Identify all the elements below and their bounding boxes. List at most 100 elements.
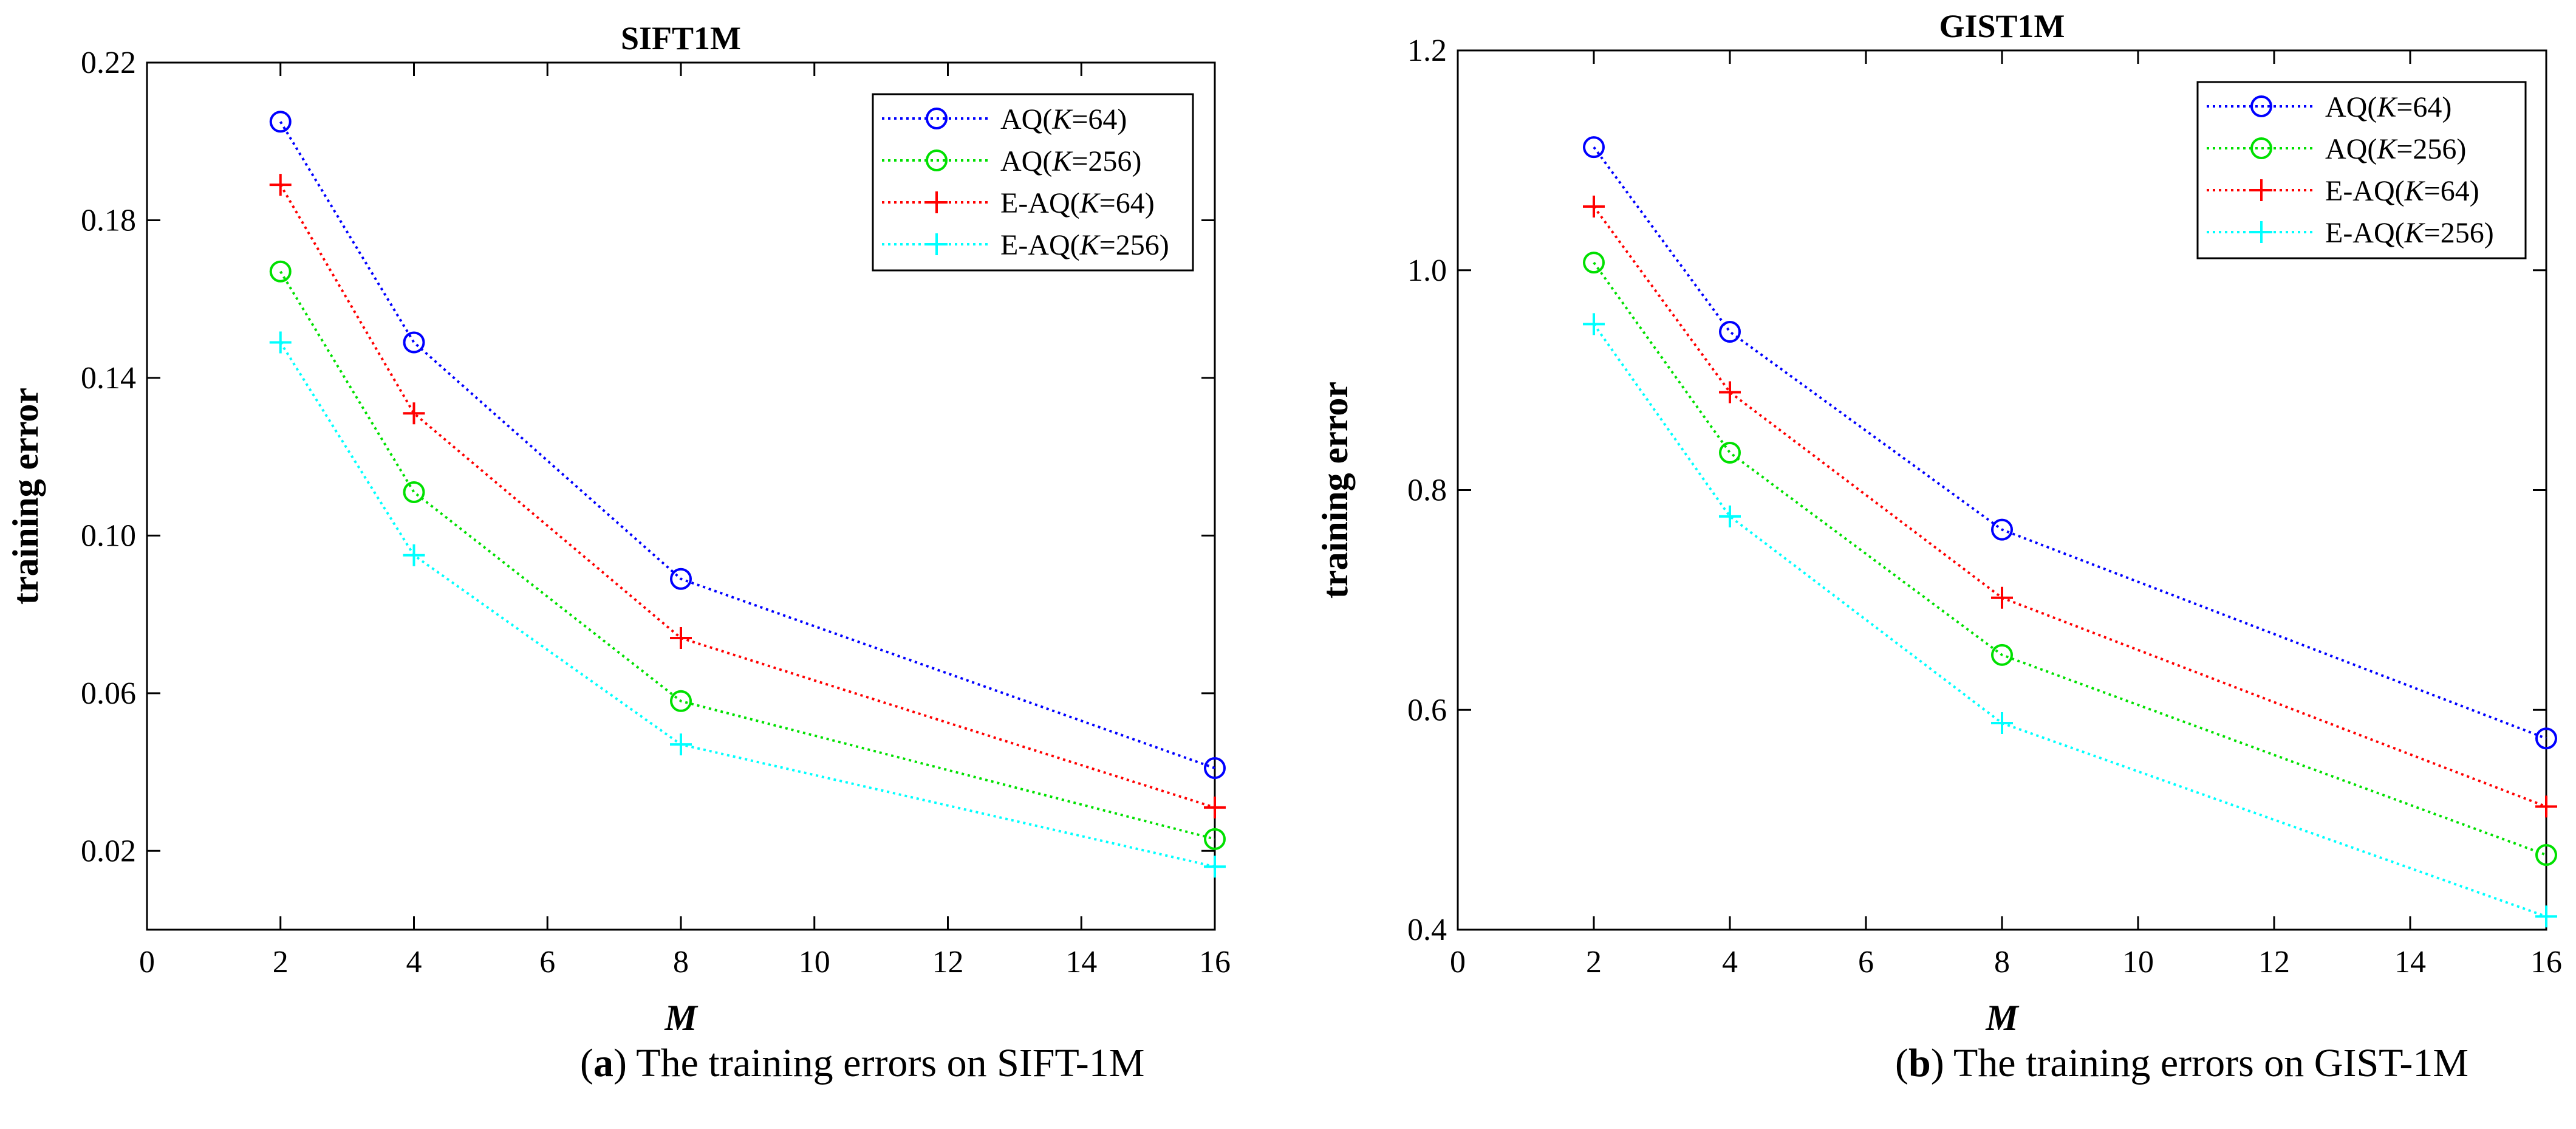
y-axis-label: training error [5, 388, 46, 605]
data-point [403, 544, 425, 566]
chart-gist1m: 0 2 4 6 8 10 12 14 16 0.4 0.6 0.8 1.0 1.2 GIST1M Mtrain… [1315, 8, 2562, 1038]
legend-label: E-AQ(K=256) [2325, 217, 2494, 249]
data-point [1719, 442, 1741, 464]
caption-a-letter: a [593, 1041, 613, 1085]
data-point [269, 260, 292, 283]
series-AQ(K=64) [1583, 136, 2557, 750]
legend-item: AQ(K=256) [2207, 133, 2466, 165]
series-line [279, 341, 1215, 868]
series-line [279, 270, 1215, 840]
data-point [1583, 195, 1605, 218]
caption-b-body: The training errors on GIST-1M [1944, 1041, 2469, 1085]
data-point [1583, 252, 1605, 274]
legend-label: E-AQ(K=64) [1000, 187, 1155, 219]
legend-marker [926, 191, 948, 213]
series-E-AQ(K=256) [1583, 313, 2557, 928]
legend-label: AQ(K=256) [1000, 145, 1141, 177]
caption-b: (b) The training errors on GIST-1M [1895, 1041, 2469, 1085]
x-tick-label: 4 [406, 945, 422, 980]
legend-box [872, 93, 1194, 272]
data-point [2535, 727, 2557, 750]
y-tick-label: 0.8 [1407, 473, 1447, 508]
caption-b-letter: b [1908, 1041, 1931, 1085]
x-tick-label: 0 [139, 945, 155, 980]
y-tick-label: 0.02 [81, 834, 136, 868]
x-tick-label: 6 [539, 945, 555, 980]
data-point [403, 331, 425, 354]
y-tick-label: 0.14 [81, 361, 136, 396]
legend-item: E-AQ(K=64) [882, 187, 1155, 219]
data-point [1204, 856, 1226, 878]
data-point [1204, 828, 1226, 850]
x-tick-label: 14 [1065, 945, 1097, 980]
x-tick-label: 8 [1994, 945, 2010, 980]
y-tick-label: 0.10 [81, 518, 136, 553]
x-axis-label: M [1985, 998, 2020, 1038]
legend-marker [2250, 95, 2272, 117]
data-point [1719, 381, 1741, 403]
chart-title: GIST1M [1939, 8, 2065, 44]
data-point [1204, 796, 1226, 818]
series-E-AQ(K=64) [1583, 195, 2557, 818]
chart-title: SIFT1M [621, 20, 741, 57]
x-tick-label: 2 [1586, 945, 1602, 980]
x-tick-label: 12 [932, 945, 964, 980]
series-AQ(K=64) [269, 111, 1226, 780]
legend-label: AQ(K=64) [1000, 103, 1127, 136]
legend: AQ(K=64) AQ(K=256) E-AQ(K=64) E-AQ(K=256) [872, 93, 1194, 272]
legend-item: AQ(K=256) [882, 145, 1141, 177]
x-tick-label: 0 [1450, 945, 1466, 980]
x-tick-label: 2 [273, 945, 289, 980]
y-tick-label: 0.18 [81, 203, 136, 238]
series-line [279, 184, 1215, 809]
data-point [1991, 586, 2013, 609]
y-tick-label: 0.4 [1407, 913, 1447, 947]
data-point [1719, 321, 1741, 343]
data-point [2535, 844, 2557, 866]
series-E-AQ(K=256) [269, 331, 1226, 878]
x-tick-label: 4 [1722, 945, 1738, 980]
y-tick-label: 0.06 [81, 676, 136, 711]
legend-label: E-AQ(K=64) [2325, 175, 2479, 207]
data-point [1583, 136, 1605, 159]
x-tick-label: 16 [2530, 945, 2562, 980]
y-tick-label: 0.22 [81, 46, 136, 80]
legend-marker [2250, 179, 2272, 201]
data-point [1719, 505, 1741, 527]
series-line [1593, 205, 2547, 808]
data-point [1991, 643, 2013, 666]
data-point [269, 174, 292, 196]
data-point [670, 690, 692, 712]
legend-label: AQ(K=64) [2325, 91, 2451, 123]
series-line [1593, 323, 2547, 918]
x-axis-label: M [664, 998, 699, 1038]
chart-sift1m: 0 2 4 6 8 10 12 14 16 0.02 0.06 0.10 0.14 0.18 0.22 SIF… [5, 20, 1231, 1038]
data-point [403, 402, 425, 425]
legend-item: E-AQ(K=256) [2207, 217, 2494, 249]
legend-marker [2250, 221, 2272, 243]
data-point [2535, 905, 2557, 928]
legend-marker [2250, 137, 2272, 159]
legend: AQ(K=64) AQ(K=256) E-AQ(K=64) E-AQ(K=256) [2196, 81, 2527, 259]
data-point [2535, 795, 2557, 818]
x-tick-label: 16 [1199, 945, 1231, 980]
x-tick-label: 14 [2394, 945, 2426, 980]
data-point [1583, 313, 1605, 335]
y-tick-label: 1.0 [1407, 253, 1447, 288]
legend-item: AQ(K=64) [882, 103, 1127, 136]
x-tick-label: 12 [2258, 945, 2290, 980]
y-axis-label: training error [1315, 382, 1355, 599]
legend-item: E-AQ(K=256) [882, 229, 1169, 261]
x-tick-label: 10 [2122, 945, 2154, 980]
legend-label: E-AQ(K=256) [1000, 229, 1169, 261]
data-point [670, 733, 692, 756]
x-tick-label: 6 [1858, 945, 1874, 980]
data-point [670, 627, 692, 650]
y-tick-label: 1.2 [1407, 33, 1447, 68]
data-point [1991, 712, 2013, 734]
data-point [1204, 757, 1226, 780]
legend-marker [926, 149, 948, 171]
data-point [403, 481, 425, 504]
y-tick-label: 0.6 [1407, 693, 1447, 727]
